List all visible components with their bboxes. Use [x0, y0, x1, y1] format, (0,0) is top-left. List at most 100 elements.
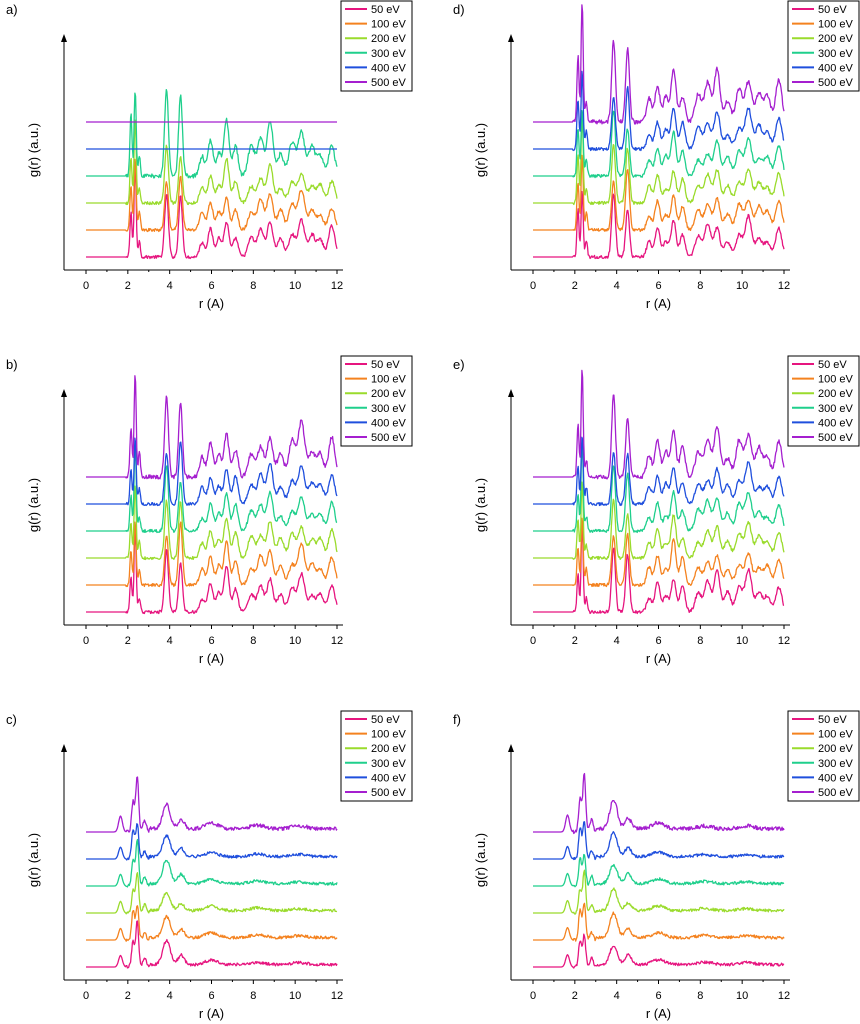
legend: 50 eV 100 eV 200 eV 300 eV 400 eV 500 eV — [787, 0, 860, 92]
legend-entry: 200 eV — [371, 743, 407, 755]
x-tick-label: 2 — [125, 990, 131, 1002]
series-line-100-ev — [85, 158, 338, 233]
legend-box — [340, 0, 413, 92]
x-tick-label: 6 — [655, 635, 661, 647]
y-axis-arrow — [508, 389, 514, 397]
chart-panel: c) 0 2 4 6 8 10 12 r (A) g(r) (a.u.) 50 eV 100 eV 20… — [6, 710, 413, 1021]
legend-entry: 50 eV — [371, 714, 400, 726]
y-axis-arrow — [508, 744, 514, 752]
series-line-300-ev — [532, 853, 785, 888]
y-axis-arrow — [61, 389, 67, 397]
legend-entry: 50 eV — [818, 4, 847, 16]
legend-entry: 100 eV — [371, 729, 407, 741]
y-axis-label: g(r) (a.u.) — [473, 478, 488, 532]
series-line-200-ev — [532, 869, 785, 915]
y-axis-arrow — [61, 744, 67, 752]
x-tick-label: 8 — [697, 280, 703, 292]
legend-entry: 200 eV — [818, 388, 854, 400]
legend-entry: 300 eV — [818, 403, 854, 415]
x-tick-label: 8 — [697, 635, 703, 647]
y-axis-label: g(r) (a.u.) — [26, 123, 41, 177]
legend-entry: 500 eV — [371, 432, 407, 444]
series-line-50-ev — [532, 190, 785, 260]
y-axis-label: g(r) (a.u.) — [26, 478, 41, 532]
legend-entry: 500 eV — [818, 77, 854, 89]
x-axis-label: r (A) — [646, 296, 671, 311]
series-line-50-ev — [532, 526, 785, 615]
series-line-200-ev — [85, 119, 338, 206]
legend: 50 eV 100 eV 200 eV 300 eV 400 eV 500 eV — [340, 0, 413, 92]
series-line-50-ev — [85, 920, 338, 969]
legend-box — [787, 0, 860, 92]
legend-box — [340, 355, 413, 447]
x-tick-label: 4 — [167, 280, 173, 292]
x-tick-label: 4 — [614, 635, 620, 647]
y-axis-label: g(r) (a.u.) — [26, 833, 41, 887]
legend-entry: 400 eV — [371, 62, 407, 74]
series-line-400-ev — [532, 821, 785, 861]
legend-entry: 50 eV — [371, 359, 400, 371]
series-line-50-ev — [85, 530, 338, 615]
legend-entry: 100 eV — [818, 729, 854, 741]
x-tick-label: 0 — [83, 280, 89, 292]
x-tick-label: 0 — [83, 635, 89, 647]
series-line-200-ev — [85, 485, 338, 561]
x-tick-label: 4 — [614, 990, 620, 1002]
chart-panel: f) 0 2 4 6 8 10 12 r (A) g(r) (a.u.) 50 eV 100 eV 20… — [453, 710, 860, 1021]
x-tick-label: 6 — [208, 635, 214, 647]
x-tick-label: 8 — [697, 990, 703, 1002]
legend-entry: 100 eV — [818, 19, 854, 31]
legend: 50 eV 100 eV 200 eV 300 eV 400 eV 500 eV — [340, 355, 413, 447]
x-tick-label: 10 — [289, 280, 301, 292]
series-line-200-ev — [532, 115, 785, 206]
x-axis-label: r (A) — [646, 1006, 671, 1021]
x-axis-label: r (A) — [199, 1006, 224, 1021]
series-line-100-ev — [532, 517, 785, 588]
legend-entry: 500 eV — [371, 77, 407, 89]
x-tick-label: 10 — [736, 990, 748, 1002]
x-tick-label: 4 — [614, 280, 620, 292]
chart-panel: b) 0 2 4 6 8 10 12 r (A) g(r) (a.u.) 50 eV 100 eV 20… — [6, 355, 413, 666]
legend-entry: 200 eV — [818, 33, 854, 45]
series-line-300-ev — [85, 446, 338, 534]
legend-entry: 300 eV — [371, 758, 407, 770]
y-axis-arrow — [61, 34, 67, 42]
x-tick-label: 10 — [289, 990, 301, 1002]
legend-entry: 400 eV — [818, 62, 854, 74]
x-axis-label: r (A) — [646, 651, 671, 666]
legend-entry: 200 eV — [371, 33, 407, 45]
x-tick-label: 12 — [331, 990, 343, 1002]
y-axis-arrow — [508, 34, 514, 42]
legend: 50 eV 100 eV 200 eV 300 eV 400 eV 500 eV — [340, 710, 413, 802]
series-line-500-ev — [532, 4, 785, 125]
legend-entry: 100 eV — [371, 374, 407, 386]
chart-panel: d) 0 2 4 6 8 10 12 r (A) g(r) (a.u.) 50 eV 100 eV 20… — [453, 0, 860, 311]
series-line-500-ev — [85, 375, 338, 480]
legend-entry: 50 eV — [371, 4, 400, 16]
x-tick-label: 4 — [167, 635, 173, 647]
panel-label: f) — [453, 712, 461, 727]
series-line-300-ev — [85, 838, 338, 888]
panel-label: e) — [453, 357, 465, 372]
x-tick-label: 12 — [778, 635, 790, 647]
x-tick-label: 8 — [250, 635, 256, 647]
x-tick-label: 2 — [572, 635, 578, 647]
x-axis-label: r (A) — [199, 651, 224, 666]
series-line-100-ev — [532, 902, 785, 942]
x-axis-label: r (A) — [199, 296, 224, 311]
series-line-100-ev — [85, 905, 338, 942]
x-tick-label: 12 — [778, 280, 790, 292]
legend-entry: 500 eV — [371, 787, 407, 799]
legend-entry: 400 eV — [371, 417, 407, 429]
chart-panel: a) 0 2 4 6 8 10 12 r (A) g(r) (a.u.) 50 eV 100 eV 20… — [6, 0, 413, 311]
x-tick-label: 6 — [655, 990, 661, 1002]
legend-entry: 200 eV — [371, 388, 407, 400]
legend-entry: 300 eV — [818, 48, 854, 60]
legend: 50 eV 100 eV 200 eV 300 eV 400 eV 500 eV — [787, 355, 860, 447]
x-tick-label: 12 — [331, 280, 343, 292]
legend-entry: 300 eV — [371, 403, 407, 415]
legend-entry: 400 eV — [371, 772, 407, 784]
legend-entry: 400 eV — [818, 417, 854, 429]
x-tick-label: 6 — [208, 280, 214, 292]
